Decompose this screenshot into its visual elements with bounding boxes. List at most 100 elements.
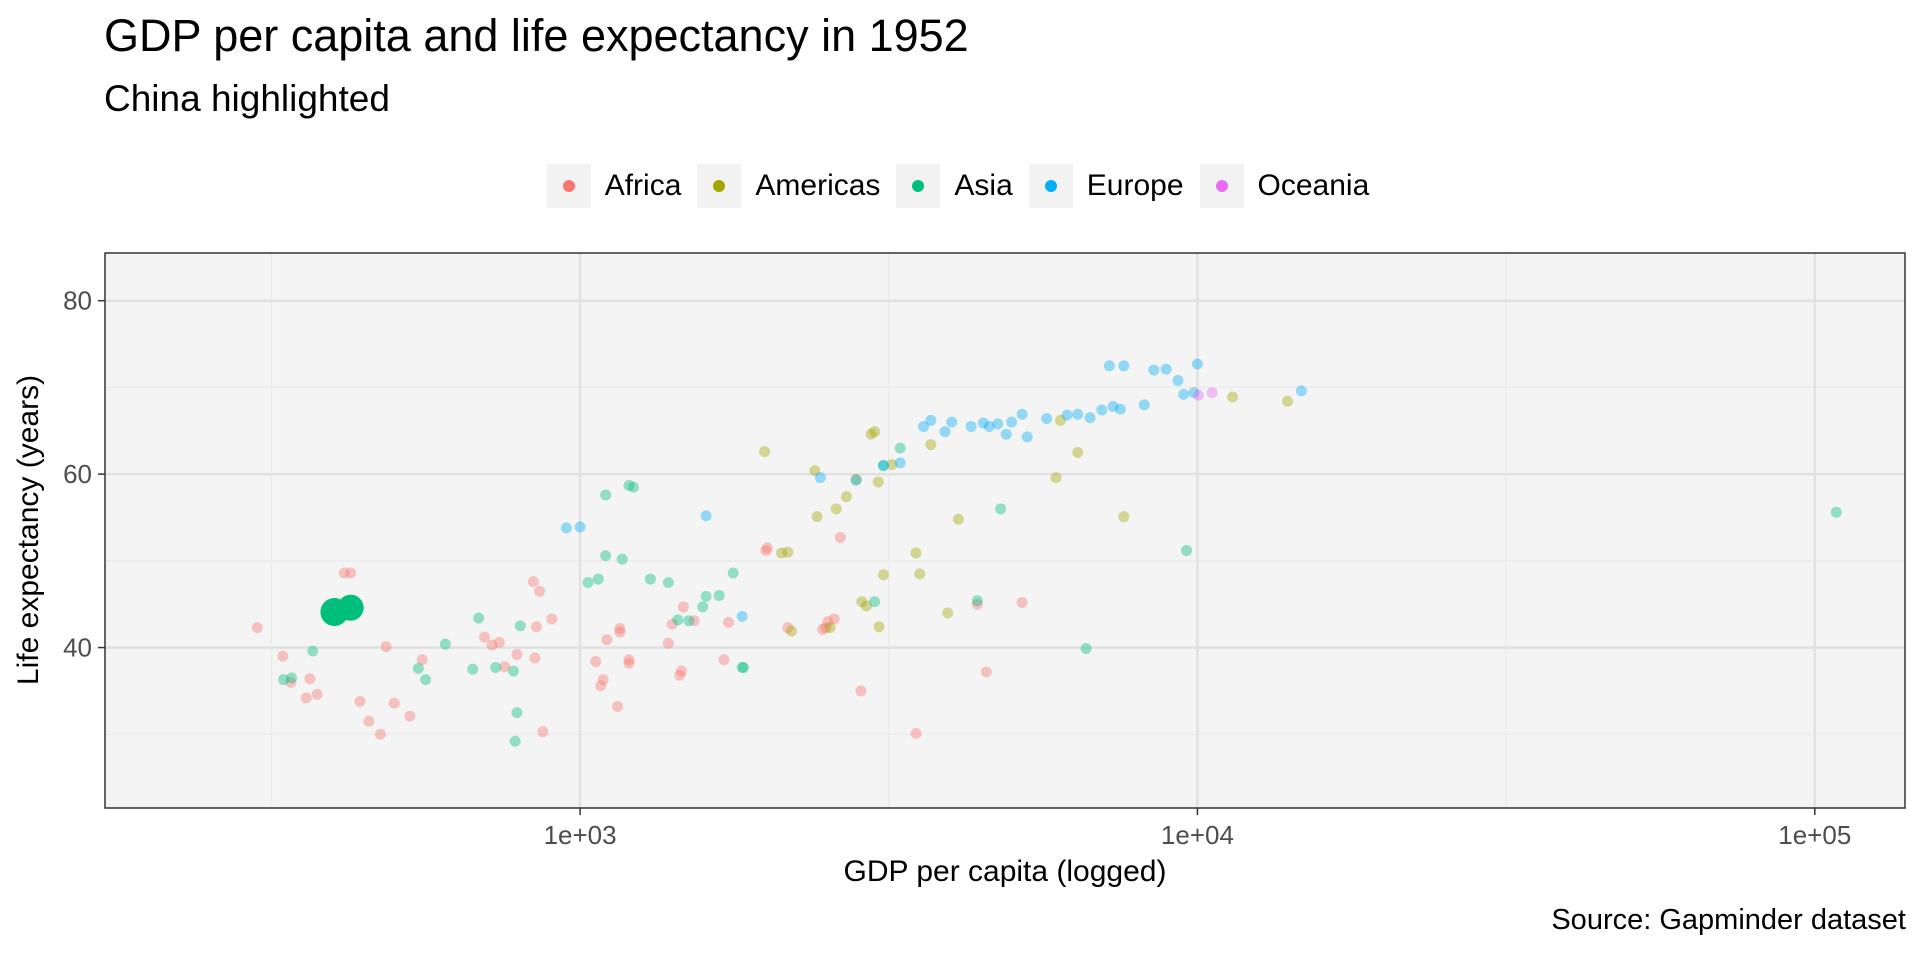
point-europe bbox=[1188, 387, 1200, 399]
point-americas bbox=[824, 622, 836, 634]
point-europe bbox=[939, 426, 951, 438]
point-asia bbox=[623, 479, 635, 491]
point-europe bbox=[1295, 385, 1307, 397]
point-americas bbox=[1072, 446, 1084, 458]
point-africa bbox=[623, 657, 635, 669]
point-americas bbox=[840, 491, 852, 503]
legend-dot-africa-icon bbox=[562, 180, 575, 192]
point-asia bbox=[869, 596, 881, 608]
legend-item-africa: Africa bbox=[546, 164, 681, 208]
point-europe bbox=[850, 474, 862, 486]
point-americas bbox=[830, 503, 842, 515]
point-americas bbox=[1050, 472, 1062, 484]
point-americas bbox=[811, 511, 823, 523]
point-asia bbox=[582, 577, 594, 589]
point-europe bbox=[877, 459, 889, 471]
point-americas bbox=[873, 621, 885, 633]
point-africa bbox=[855, 685, 867, 697]
point-asia bbox=[600, 489, 612, 501]
point-americas bbox=[860, 600, 872, 612]
point-africa bbox=[688, 615, 700, 627]
point-asia bbox=[713, 590, 725, 602]
point-africa bbox=[534, 585, 546, 597]
point-europe bbox=[1084, 412, 1096, 424]
point-asia bbox=[278, 674, 290, 686]
point-asia bbox=[507, 665, 519, 677]
point-europe bbox=[700, 510, 712, 522]
point-asia bbox=[286, 672, 298, 684]
point-europe bbox=[918, 420, 930, 432]
point-africa bbox=[300, 692, 312, 704]
point-africa bbox=[601, 634, 613, 646]
point-asia bbox=[697, 601, 709, 613]
point-europe bbox=[946, 416, 958, 428]
point-americas bbox=[759, 446, 771, 458]
data-points bbox=[251, 358, 1842, 747]
point-americas bbox=[952, 513, 964, 525]
point-africa bbox=[674, 669, 686, 681]
point-asia bbox=[1180, 544, 1192, 556]
point-asia bbox=[971, 595, 983, 607]
point-africa bbox=[971, 598, 983, 610]
point-asia bbox=[1830, 506, 1842, 518]
point-americas bbox=[776, 547, 788, 559]
point-asia bbox=[727, 567, 739, 579]
point-africa bbox=[251, 622, 263, 634]
point-americas bbox=[856, 596, 868, 608]
chart-caption: Source: Gapminder dataset bbox=[1551, 904, 1906, 936]
point-americas bbox=[869, 426, 881, 438]
y-tick-label: 80 bbox=[63, 286, 92, 316]
point-europe bbox=[925, 414, 937, 426]
point-asia bbox=[473, 612, 485, 624]
point-africa bbox=[374, 728, 386, 740]
y-axis-title: Life expectancy (years) bbox=[12, 375, 45, 685]
point-africa bbox=[404, 710, 416, 722]
legend-item-europe: Europe bbox=[1028, 164, 1184, 208]
point-europe bbox=[1138, 399, 1150, 411]
point-asia bbox=[1080, 642, 1092, 654]
legend-label-americas: Americas bbox=[755, 169, 881, 202]
point-americas bbox=[914, 568, 926, 580]
point-highlighted bbox=[337, 594, 364, 621]
point-europe bbox=[1178, 388, 1190, 400]
y-tick-label: 60 bbox=[63, 459, 92, 489]
point-africa bbox=[723, 616, 735, 628]
point-asia bbox=[420, 674, 432, 686]
point-americas bbox=[942, 607, 954, 619]
point-europe bbox=[983, 420, 995, 432]
grid-lines bbox=[105, 253, 1905, 808]
point-africa bbox=[820, 622, 832, 634]
point-americas bbox=[872, 476, 884, 488]
point-asia bbox=[738, 662, 750, 674]
point-americas bbox=[925, 439, 937, 451]
point-africa bbox=[416, 654, 428, 666]
point-africa bbox=[614, 622, 626, 634]
legend-key-americas bbox=[697, 164, 742, 208]
legend-label-oceania: Oceania bbox=[1257, 169, 1370, 202]
legend-key-asia bbox=[896, 164, 941, 208]
point-asia bbox=[592, 573, 604, 585]
point-asia bbox=[616, 553, 628, 565]
point-americas bbox=[850, 473, 862, 485]
point-africa bbox=[666, 618, 678, 630]
point-africa bbox=[537, 726, 549, 738]
point-asia bbox=[412, 662, 424, 674]
point-africa bbox=[623, 654, 635, 666]
point-africa bbox=[388, 697, 400, 709]
point-americas bbox=[865, 428, 877, 440]
point-africa bbox=[546, 613, 558, 625]
legend-dot-americas-icon bbox=[713, 180, 726, 192]
legend-label-europe: Europe bbox=[1086, 169, 1184, 202]
point-americas bbox=[1227, 391, 1239, 403]
point-asia bbox=[995, 503, 1007, 515]
point-americas bbox=[877, 569, 889, 581]
legend-dot-europe-icon bbox=[1044, 180, 1057, 192]
legend-item-americas: Americas bbox=[697, 164, 880, 208]
point-africa bbox=[718, 654, 730, 666]
point-asia bbox=[662, 577, 674, 589]
x-axis-title: GDP per capita (logged) bbox=[844, 855, 1167, 888]
point-africa bbox=[499, 661, 511, 673]
point-europe bbox=[574, 521, 586, 533]
point-oceania bbox=[1193, 389, 1205, 401]
point-asia bbox=[490, 662, 502, 674]
